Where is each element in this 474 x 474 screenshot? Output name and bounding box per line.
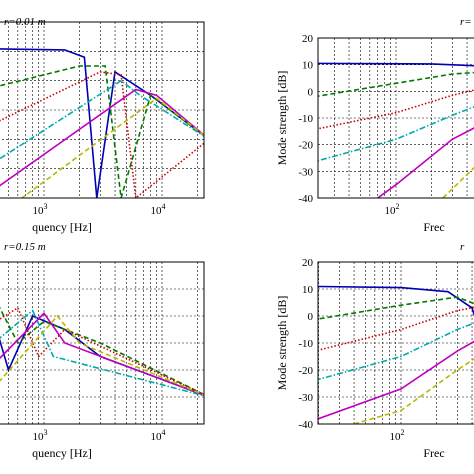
- x-axis-label: Frec: [423, 220, 444, 234]
- y-tick-label: 10: [302, 60, 314, 72]
- series-line-1: [0, 48, 204, 198]
- y-tick-label: 0: [308, 311, 314, 323]
- series-line-1: [318, 62, 474, 67]
- series-line-2: [0, 65, 204, 198]
- y-tick-label: -40: [298, 193, 313, 205]
- series-line-5: [377, 127, 474, 198]
- series-line-4: [0, 79, 204, 160]
- series-line-6: [442, 166, 474, 198]
- series-line-3: [318, 89, 474, 130]
- series-line-5: [0, 312, 204, 396]
- x-tick-label: 102: [390, 428, 405, 443]
- x-axis-label: quency [Hz]: [32, 220, 92, 234]
- series-line-3: [0, 306, 204, 396]
- y-tick-label: -40: [298, 419, 313, 431]
- series-line-6: [353, 358, 474, 424]
- y-tick-label: -10: [298, 338, 313, 350]
- x-axis-label: Frec: [423, 446, 444, 460]
- plot-frame: [317, 261, 474, 425]
- series-line-3: [318, 306, 474, 352]
- series-line-6: [20, 97, 204, 198]
- x-tick-label: 103: [33, 202, 48, 217]
- chart-title: r=0.15 m: [4, 241, 46, 253]
- chart-title: r: [460, 241, 465, 253]
- grid-lines: [0, 22, 204, 198]
- plot-frame: [0, 21, 205, 199]
- y-tick-label: 0: [308, 86, 314, 98]
- y-axis-label: Mode strength [dB]: [275, 296, 289, 391]
- x-axis-label: quency [Hz]: [32, 446, 92, 460]
- x-tick-label: 104: [151, 428, 166, 443]
- y-tick-label: 20: [302, 33, 314, 45]
- y-axis-label: Mode strength [dB]: [275, 71, 289, 166]
- chart-panel-1: 103 104 quency [Hz] r=0.01 m: [0, 16, 205, 234]
- series-line-3: [0, 71, 204, 198]
- y-tick-label: -20: [298, 365, 313, 377]
- y-tick-label: -10: [298, 113, 313, 125]
- series-line-2: [318, 71, 474, 97]
- series-line-4: [0, 309, 204, 397]
- x-tick-label: 103: [33, 428, 48, 443]
- series-line-4: [318, 322, 474, 381]
- y-tick-label: -20: [298, 140, 313, 152]
- series-line-2: [318, 296, 474, 320]
- x-tick-label: 102: [385, 202, 400, 217]
- plot-frame: [0, 261, 205, 425]
- series-line-5: [0, 88, 204, 187]
- grid-lines: [318, 38, 474, 198]
- plot-frame: [317, 37, 474, 199]
- series-line-5: [318, 340, 474, 420]
- y-tick-label: 20: [302, 257, 314, 269]
- y-tick-label: 10: [302, 284, 314, 296]
- series-line-2: [0, 306, 204, 396]
- series-line-6: [0, 314, 204, 396]
- chart-title: r=: [460, 16, 472, 28]
- y-tick-label: -30: [298, 392, 313, 404]
- series-line-4: [318, 106, 474, 162]
- chart-title: r=0.01 m: [4, 16, 46, 28]
- y-tick-label: -30: [298, 166, 313, 178]
- series-line-1: [318, 285, 474, 317]
- chart-panel-3: 103 104 quency [Hz] r=0.15 m: [0, 241, 205, 460]
- x-tick-label: 104: [151, 202, 166, 217]
